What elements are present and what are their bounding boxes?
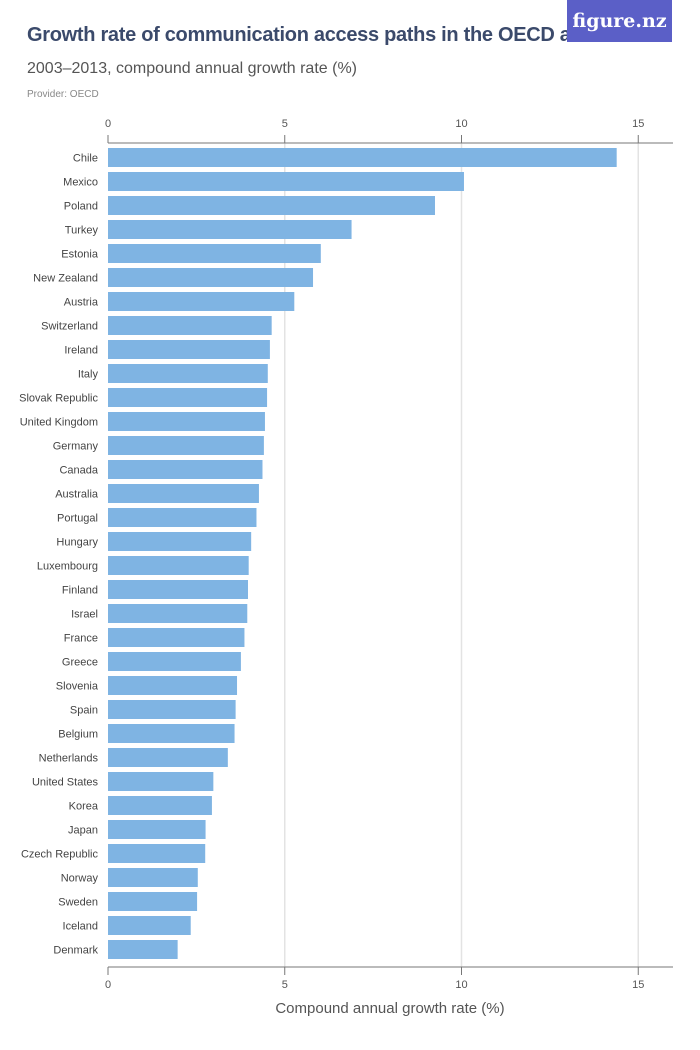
category-label: Ireland [64,345,98,357]
bar-slovak-republic [108,388,268,407]
bar-united-kingdom [108,412,265,431]
bar-germany [108,436,264,455]
tick-label-top: 5 [282,118,288,130]
bar-spain [108,700,236,719]
chart-subtitle: 2003–2013, compound annual growth rate (… [27,60,357,77]
category-label: Italy [78,369,99,381]
tick-label-bottom: 15 [632,979,644,991]
bar-norway [108,868,198,887]
bar-mexico [108,172,464,191]
category-label: Israel [71,609,98,621]
category-label: Portugal [57,513,98,525]
bar-belgium [108,724,235,743]
bar-netherlands [108,748,228,767]
bar-poland [108,196,435,215]
category-label: Sweden [58,897,98,909]
category-label: Australia [55,489,99,501]
category-label: Slovenia [56,681,99,693]
category-label: Germany [53,441,99,453]
category-label: Netherlands [39,753,99,765]
bar-israel [108,604,248,623]
tick-label-bottom: 10 [455,979,467,991]
bar-austria [108,292,295,311]
bar-chile [108,148,617,167]
bar-finland [108,580,248,599]
category-label: Estonia [61,249,99,261]
bar-france [108,628,245,647]
bar-portugal [108,508,257,527]
bar-iceland [108,916,191,935]
bar-sweden [108,892,198,911]
category-label: Austria [64,297,99,309]
bar-italy [108,364,268,383]
bar-ireland [108,340,270,359]
category-label: Czech Republic [21,849,99,861]
bar-estonia [108,244,321,263]
bar-slovenia [108,676,238,695]
bar-greece [108,652,241,671]
bar-united-states [108,772,214,791]
bar-new-zealand [108,268,314,287]
category-label: France [64,633,98,645]
category-label: Denmark [53,945,98,957]
bar-luxembourg [108,556,249,575]
bar-hungary [108,532,252,551]
category-label: Mexico [63,177,98,189]
chart-title: Growth rate of communication access path… [27,24,600,46]
bar-korea [108,796,212,815]
category-label: Canada [59,465,98,477]
tick-label-top: 10 [455,118,467,130]
category-label: United Kingdom [20,417,98,429]
bar-australia [108,484,259,503]
figure-nz-logo[interactable]: figure.nz [567,0,672,42]
category-label: Norway [61,873,99,885]
tick-label-top: 15 [632,118,644,130]
tick-label-bottom: 5 [282,979,288,991]
tick-label-top: 0 [105,118,111,130]
category-label: Finland [62,585,98,597]
category-label: Korea [69,801,99,813]
category-label: Japan [68,825,98,837]
category-label: Slovak Republic [19,393,98,405]
bar-denmark [108,940,178,959]
x-axis-label: Compound annual growth rate (%) [275,1000,504,1017]
category-label: Belgium [58,729,98,741]
bar-canada [108,460,263,479]
category-label: Luxembourg [37,561,98,573]
category-label: Turkey [65,225,99,237]
bar-turkey [108,220,352,239]
category-label: Spain [70,705,98,717]
category-label: New Zealand [33,273,98,285]
bar-japan [108,820,206,839]
bar-czech-republic [108,844,206,863]
category-label: Chile [73,153,98,165]
category-label: Poland [64,201,98,213]
category-label: United States [32,777,99,789]
category-label: Hungary [56,537,98,549]
tick-label-bottom: 0 [105,979,111,991]
category-label: Iceland [63,921,98,933]
category-label: Greece [62,657,98,669]
provider-label: Provider: OECD [27,89,99,100]
category-label: Switzerland [41,321,98,333]
bar-switzerland [108,316,272,335]
